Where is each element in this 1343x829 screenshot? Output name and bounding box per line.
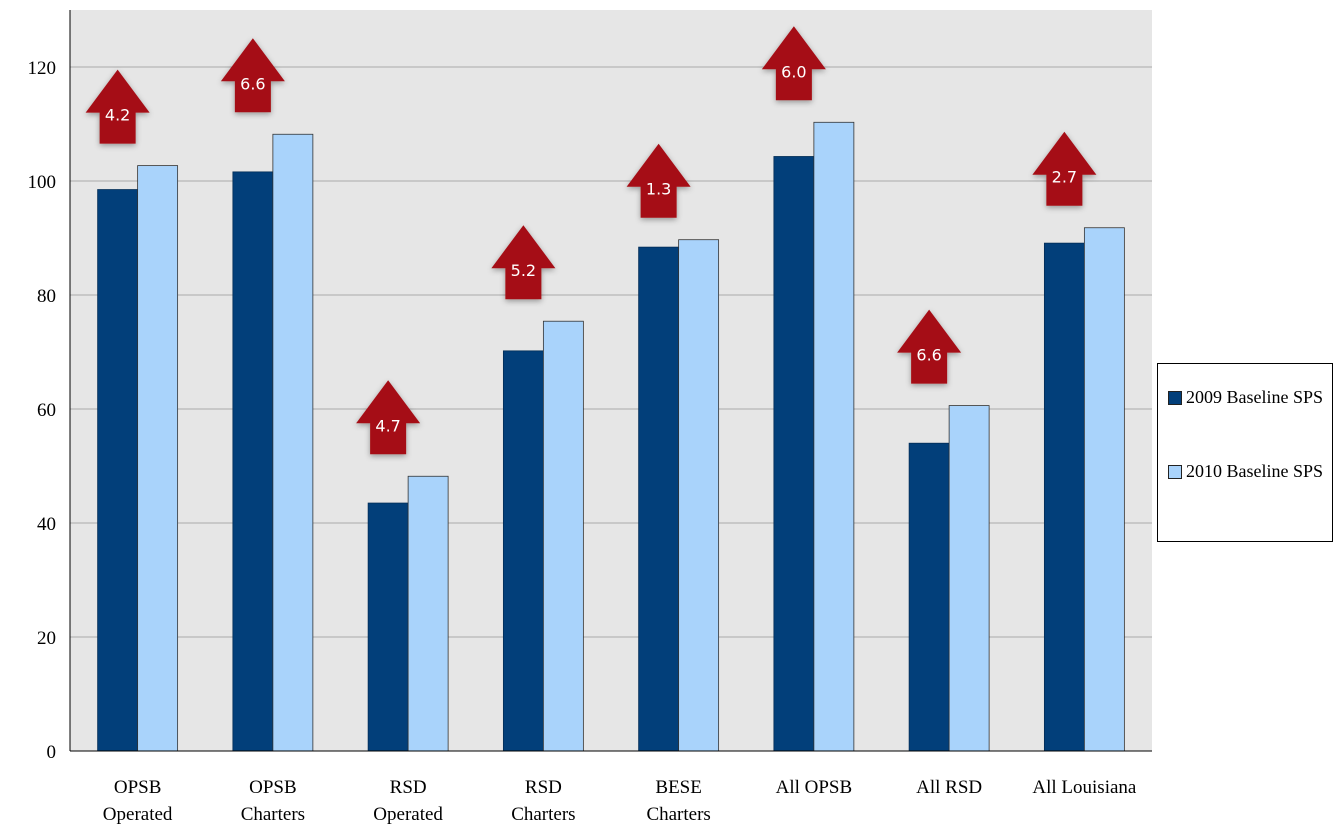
bar-2009 [232,171,274,752]
change-value-label: 6.6 [240,74,265,93]
bar-2009 [502,350,544,752]
legend-swatch-2009 [1168,391,1182,405]
legend-item-2009: 2009 Baseline SPS [1168,386,1326,408]
bar-2010 [542,320,584,752]
change-arrow [897,309,962,384]
y-tick-label: 20 [37,628,56,649]
legend-swatch-2010 [1168,465,1182,479]
bar-2009 [638,246,680,752]
x-axis: OPSB Operated OPSB Charters RSD Operated RSD Ch… [103,777,1137,825]
bar-2010 [678,239,720,752]
y-tick-label: 80 [37,286,56,307]
y-tick-label: 0 [47,742,57,763]
y-tick-label: 120 [28,58,57,79]
y-tick-label: 100 [28,172,57,193]
change-value-label: 1.3 [646,180,671,199]
change-value-label: 2.7 [1052,168,1077,187]
bar-2009 [773,156,815,752]
bar-2009 [97,189,139,752]
change-arrow [761,26,826,101]
bar-2010 [1083,227,1125,752]
x-tick-label: BESE Charters [646,777,710,825]
bars [97,121,1125,752]
bar-2010 [407,475,449,752]
bar-2009 [1043,242,1085,752]
bar-2010 [948,405,990,752]
legend: 2009 Baseline SPS 2010 Baseline SPS [1157,363,1333,542]
change-value-label: 5.2 [511,261,536,280]
change-value-label: 4.7 [375,416,400,435]
legend-item-2010: 2010 Baseline SPS [1168,460,1326,482]
x-tick-label: OPSB Charters [241,777,305,825]
change-value-label: 6.0 [781,62,806,81]
x-tick-label: All Louisiana [1032,777,1137,798]
bar-2010 [272,133,314,752]
change-arrow [491,225,556,300]
legend-label-2009: 2009 Baseline SPS [1186,387,1324,407]
plot-area [70,10,1152,751]
y-tick-label: 60 [37,400,56,421]
x-tick-label: RSD Operated [373,777,443,825]
y-axis: 0 20 40 60 80 100 120 [28,10,1152,763]
change-arrow [626,143,691,218]
change-arrows: 4.2 6.6 4.7 5.2 1.3 6.0 6.6 2.7 [85,26,1097,455]
bar-2010 [813,121,855,752]
change-arrow [356,380,421,455]
x-tick-label: All RSD [916,777,982,798]
legend-label-2010: 2010 Baseline SPS [1186,461,1324,481]
plot-background [70,10,1152,751]
change-value-label: 4.2 [105,106,130,125]
x-tick-label: RSD Charters [511,777,575,825]
bar-2010 [137,165,179,752]
change-arrow [1032,131,1097,206]
change-value-label: 6.6 [916,346,941,365]
x-tick-label: OPSB Operated [103,777,173,825]
change-arrow [220,38,285,113]
x-tick-label: All OPSB [776,777,853,798]
y-tick-label: 40 [37,514,56,535]
change-arrow [85,69,150,144]
bar-2009 [908,442,950,752]
bar-2009 [367,502,409,752]
